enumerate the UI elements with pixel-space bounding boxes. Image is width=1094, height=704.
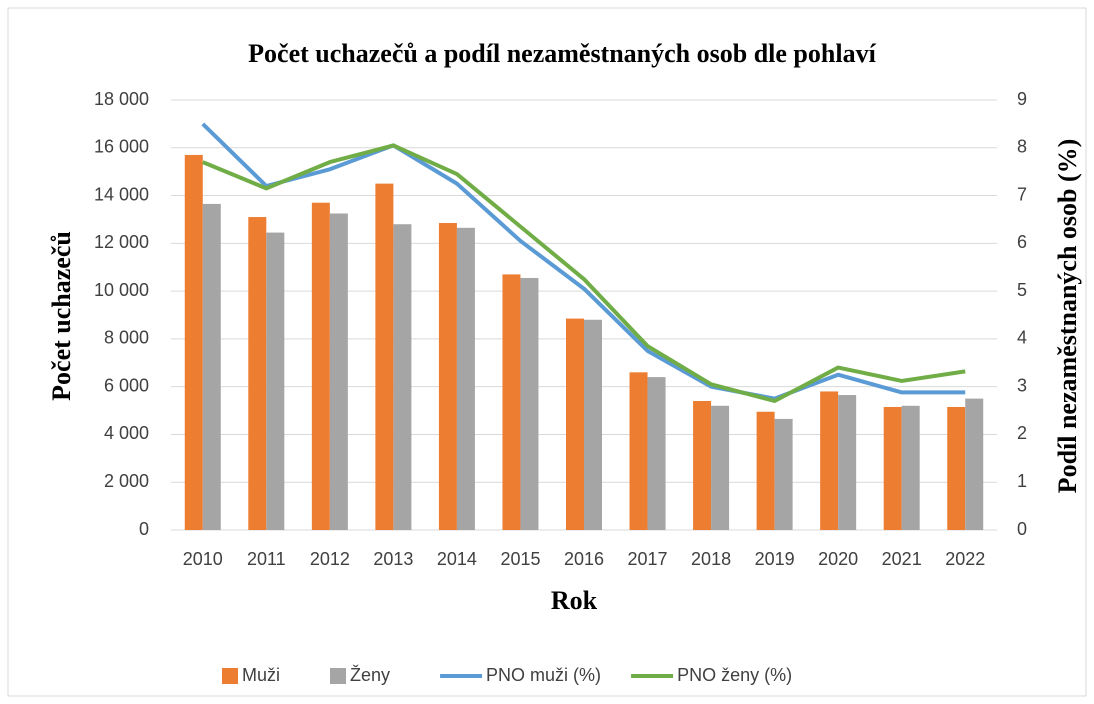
y2-axis-title: Podíl nezaměstnaných osob (%) [1053, 139, 1082, 494]
bar [266, 232, 285, 531]
y2-tick-label: 5 [1017, 280, 1027, 300]
bar [520, 277, 539, 530]
y2-tick-label: 9 [1017, 89, 1027, 109]
y2-tick-label: 3 [1017, 375, 1027, 395]
y2-tick-label: 6 [1017, 232, 1027, 252]
x-tick-label: 2014 [437, 549, 477, 569]
x-tick-label: 2016 [564, 549, 604, 569]
legend-label: Muži [242, 665, 280, 685]
y-axis-title: Počet uchazečů [47, 231, 76, 401]
bar [647, 377, 666, 530]
bar [584, 319, 602, 530]
bar [711, 405, 730, 530]
x-tick-label: 2021 [882, 549, 922, 569]
x-tick-label: 2022 [945, 549, 985, 569]
bar [248, 217, 267, 531]
bar [329, 213, 348, 530]
bar [820, 391, 839, 530]
y2-tick-label: 1 [1017, 471, 1027, 491]
bar [502, 274, 521, 530]
x-tick-label: 2010 [183, 549, 223, 569]
x-tick-label: 2012 [310, 549, 350, 569]
bar [693, 401, 712, 530]
y-tick-label: 14 000 [94, 184, 149, 204]
legend-label: PNO muži (%) [486, 665, 601, 685]
legend-label: Ženy [350, 665, 390, 685]
y-tick-label: 0 [139, 519, 149, 539]
y2-tick-label: 0 [1017, 519, 1027, 539]
bar [774, 418, 793, 530]
y2-tick-label: 7 [1017, 184, 1027, 204]
line [201, 122, 966, 401]
y2-tick-label: 2 [1017, 423, 1027, 443]
y-tick-label: 2 000 [104, 471, 149, 491]
y-tick-label: 12 000 [94, 232, 149, 252]
y-tick-label: 10 000 [94, 280, 149, 300]
bar [393, 224, 412, 530]
bar [965, 398, 984, 530]
bar [456, 227, 475, 531]
bar [566, 318, 584, 530]
x-tick-label: 2017 [628, 549, 668, 569]
x-tick-label: 2018 [691, 549, 731, 569]
bar [901, 405, 920, 530]
line [202, 143, 966, 403]
y2-tick-label: 8 [1017, 137, 1027, 157]
legend-swatch [330, 668, 347, 684]
y2-tick-label: 4 [1017, 328, 1027, 348]
y-tick-label: 18 000 [94, 89, 149, 109]
x-axis-title: Rok [551, 586, 598, 615]
legend-swatch [222, 668, 238, 684]
x-tick-label: 2020 [818, 549, 858, 569]
bar [438, 223, 457, 530]
chart-title: Počet uchazečů a podíl nezaměstnaných os… [248, 39, 876, 68]
x-tick-label: 2011 [247, 549, 286, 569]
bar [756, 411, 775, 530]
bar [629, 372, 648, 530]
bar [947, 406, 966, 530]
bar [838, 395, 857, 530]
chart-border [7, 7, 1087, 697]
y-tick-label: 8 000 [104, 328, 149, 348]
y-tick-label: 6 000 [104, 375, 149, 395]
bar [202, 203, 221, 530]
y-tick-label: 16 000 [94, 137, 149, 157]
bar [375, 183, 394, 530]
bar [184, 154, 203, 530]
legend-label: PNO ženy (%) [677, 665, 792, 685]
y-tick-label: 4 000 [104, 423, 149, 443]
bar [311, 202, 330, 530]
x-tick-label: 2015 [500, 549, 540, 569]
x-tick-label: 2019 [755, 549, 795, 569]
x-tick-label: 2013 [373, 549, 413, 569]
bar [883, 406, 902, 530]
